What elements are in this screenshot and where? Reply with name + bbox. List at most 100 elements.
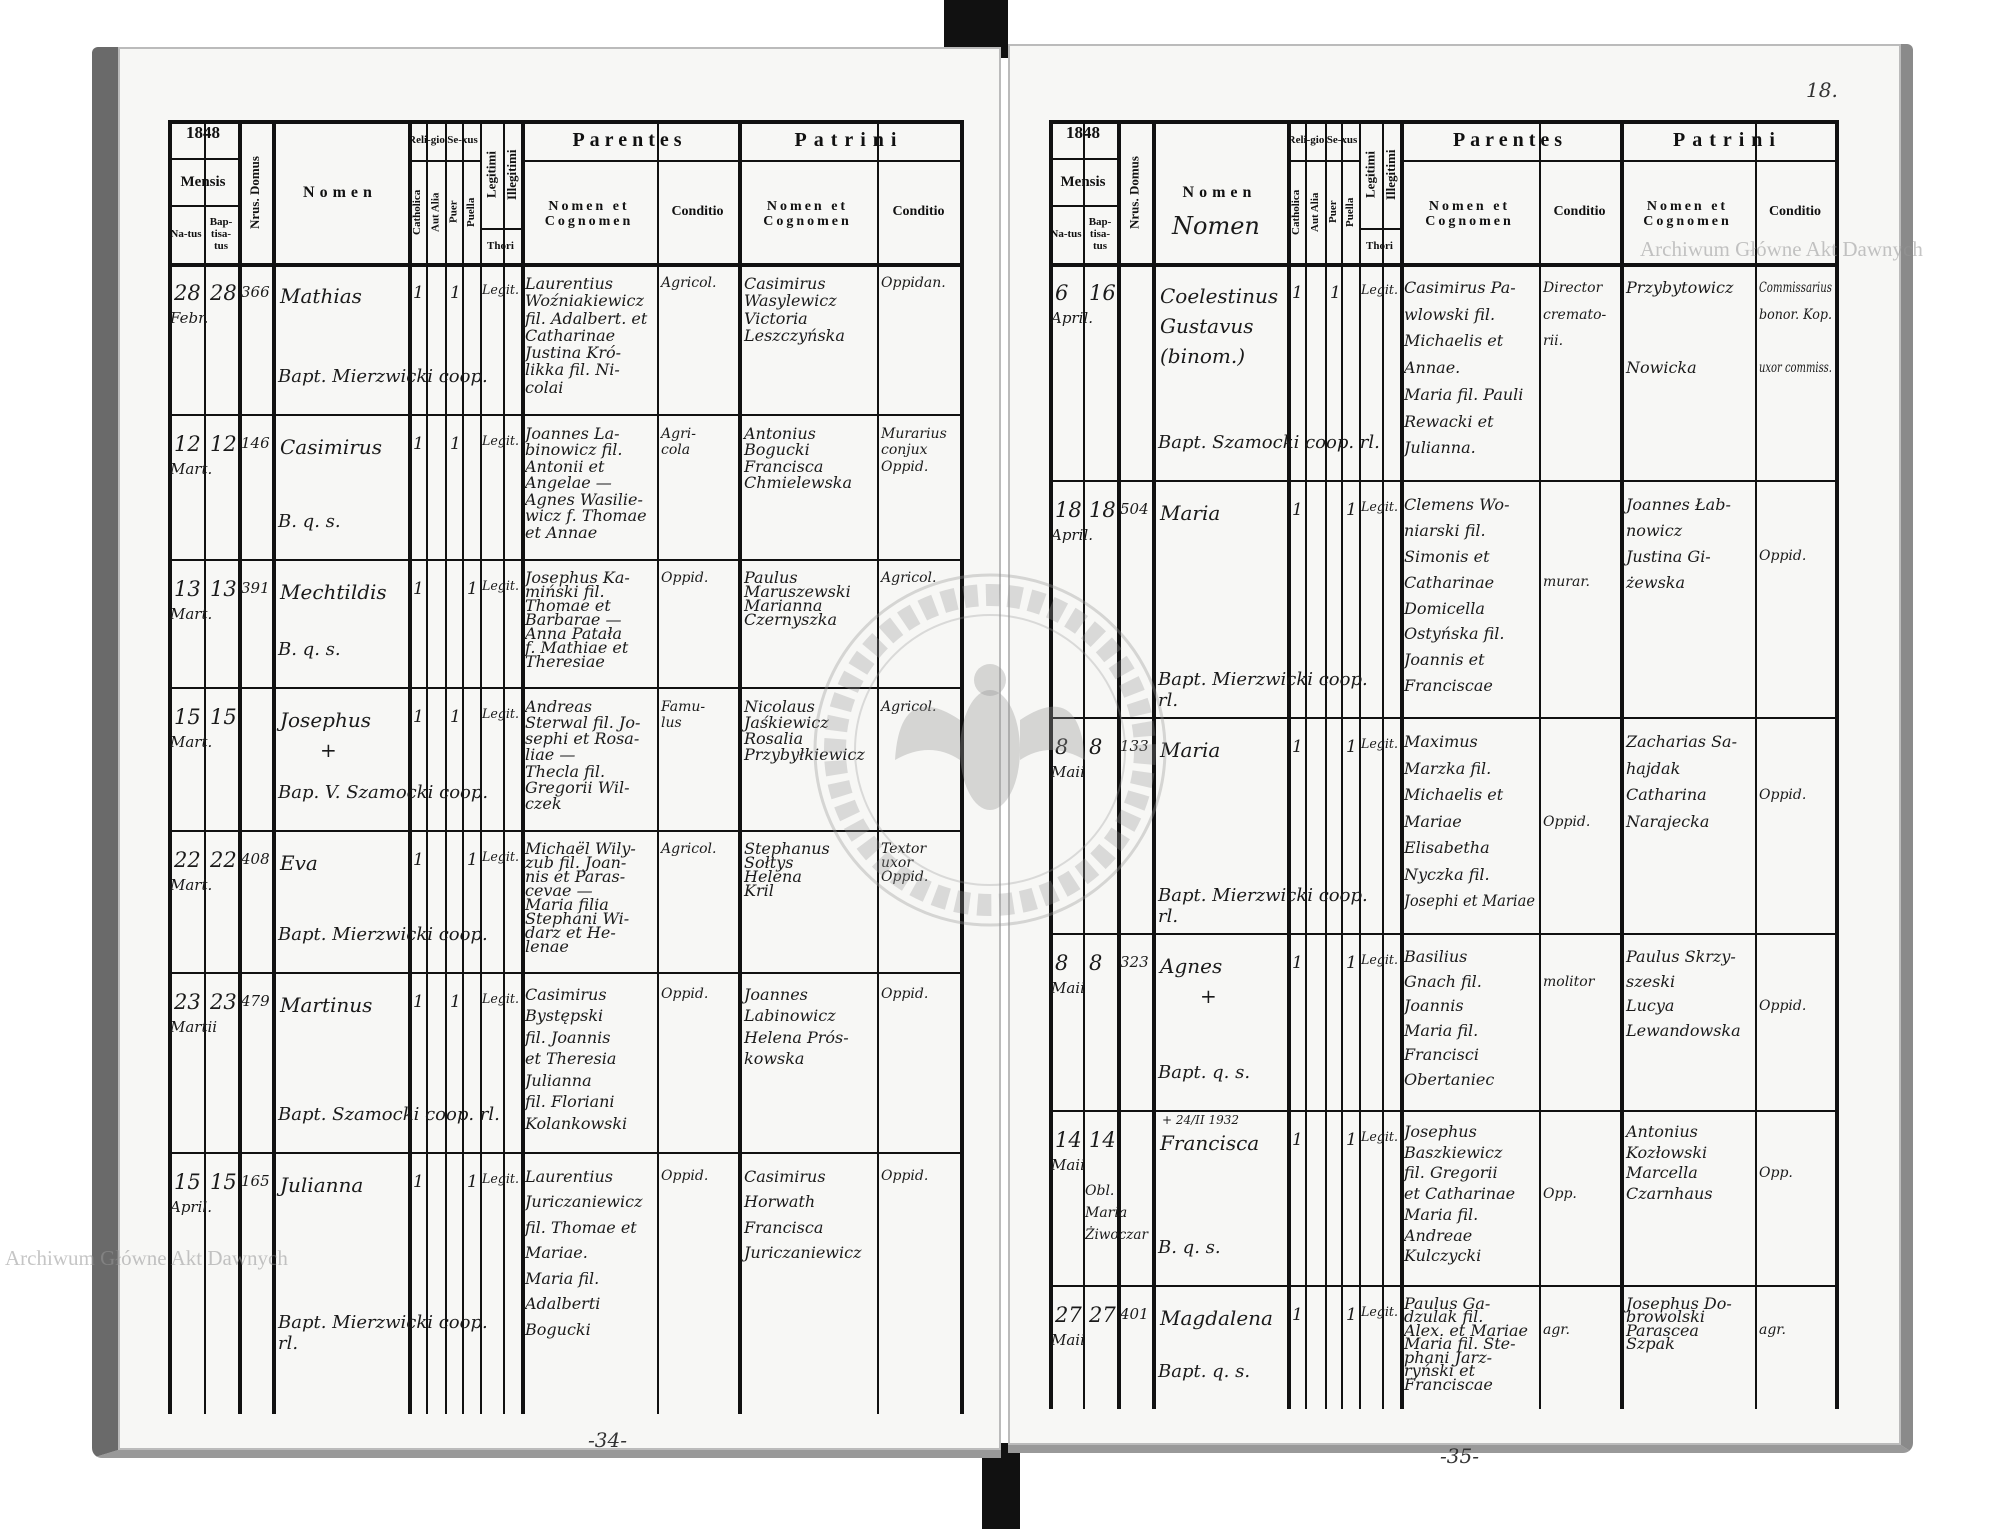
- parents-names-line: Woźniakiewicz: [525, 291, 644, 311]
- parents-conditio: Oppid.: [661, 571, 708, 585]
- parents-names: Casimirus Pa-wlowski fil. Michaelis et Ann…: [1404, 275, 1523, 462]
- parents-conditio-line: [1543, 1297, 1570, 1310]
- godparents-names: Zacharias Sa-hajdak Catharina Narajecka: [1626, 729, 1737, 835]
- godparents-names-line: Josephus Do-: [1626, 1294, 1732, 1313]
- parents-names-line: Adalberti: [525, 1294, 601, 1314]
- parents-names-line: Kulczycki: [1404, 1246, 1482, 1266]
- parents-names-line: niarski fil.: [1404, 520, 1486, 540]
- baptizer-note: Bap. V. Szamocki coop.: [278, 782, 489, 803]
- margin-note-line: Obl.: [1085, 1183, 1115, 1199]
- header-religio: Reli-gio: [408, 133, 445, 146]
- parents-names-line: Maximus: [1404, 732, 1478, 751]
- parents-names-line: nis et Paras-: [525, 867, 626, 886]
- header-nomen: Nomen: [1182, 184, 1257, 202]
- parents-names-line: fil. Adalbert. et: [525, 308, 648, 328]
- godparents-names: Casimirus Horwath Francisca Juriczaniewicz: [744, 1164, 862, 1266]
- header-mensis: Mensis: [180, 173, 226, 190]
- parents-conditio-line: Agricol.: [661, 841, 717, 857]
- header-subrule: [168, 205, 238, 207]
- entry-natus-month: Maii: [1051, 763, 1085, 781]
- godparents-names-line: Czarnhaus: [1626, 1184, 1713, 1204]
- godparents-names-line: Justina Gi-: [1626, 546, 1711, 566]
- header-religio: Reli-gio: [1287, 133, 1325, 146]
- godparents-names-line: Casimirus: [744, 1167, 826, 1186]
- child-name-line: Eva: [280, 851, 318, 875]
- legitimacy-mark: Legit.: [1361, 953, 1398, 968]
- parents-names-line: ryński et: [1404, 1361, 1475, 1381]
- parents-names-line: Simonis et: [1404, 546, 1490, 566]
- parents-names-line: Theresiae: [525, 652, 605, 671]
- parents-names: Andreas Sterwal fil. Jo-sephi et Rosa-lia…: [525, 698, 640, 812]
- godparents-conditio: Agricol.: [881, 699, 936, 715]
- entry-baptisatus-day: 16: [1089, 281, 1116, 305]
- parents-names-line: phani Jarz-: [1404, 1347, 1493, 1367]
- header-aut-alia: Aut Alia: [1308, 192, 1321, 232]
- entry-baptisatus-day: 15: [210, 705, 237, 729]
- parents-names-line: Josephus Ka-: [525, 568, 630, 587]
- parents-conditio-line: Oppid.: [661, 1168, 709, 1184]
- parents-conditio-line: [1543, 782, 1590, 809]
- header-subrule: [1287, 160, 1359, 162]
- sex-mark: 1: [450, 434, 461, 454]
- header-subrule: [480, 228, 521, 230]
- column-rule: [408, 120, 412, 1414]
- godparents-names-line: Sołtys: [744, 853, 794, 872]
- parents-names-line: Antonii et: [525, 456, 605, 476]
- header-parentes-nomen-et-cognomen: Nomen et Cognomen: [1425, 198, 1514, 229]
- parents-conditio: Oppid.: [661, 984, 708, 1005]
- parents-names-line: Catharinae: [525, 325, 616, 345]
- entry-natus-day: 23: [174, 990, 201, 1014]
- column-rule: [1083, 120, 1085, 1409]
- godparents-names-line: Lucya: [1626, 996, 1675, 1015]
- header-puer: Puer: [1326, 200, 1339, 224]
- death-annotation: + 24/II 1932: [1162, 1113, 1240, 1127]
- archive-stamp: [813, 573, 1167, 927]
- baptizer-note: Bapt. q. s.: [1158, 1062, 1251, 1083]
- parents-names-line: Kolankowski: [525, 1113, 628, 1133]
- header-subrule: [1400, 160, 1835, 162]
- godparents-names: Casimirus Wasylewicz Victoria Leszczyńska: [744, 275, 845, 344]
- godparents-names-line: Szpak: [1626, 1334, 1675, 1354]
- entry-child-name: Josephus +: [280, 705, 371, 765]
- parents-names-line: Maria fil. Ste-: [1404, 1334, 1516, 1354]
- header-parentes: Parentes: [572, 129, 687, 151]
- godparents-names-line: Paulus: [744, 568, 798, 587]
- religion-catholica-mark: 1: [413, 434, 424, 454]
- column-rule: [1305, 120, 1307, 1409]
- column-rule: [1620, 120, 1624, 1409]
- parents-names: Michaël Wily-zub fil. Joan-nis et Paras-…: [525, 841, 636, 955]
- entry-child-name: Casimirus: [280, 432, 382, 462]
- child-name-line: Martinus: [280, 993, 373, 1017]
- godparents-conditio-line: Opp.: [1759, 1165, 1793, 1182]
- parents-conditio-line: [1543, 1163, 1577, 1184]
- godparents-conditio-line: [1759, 328, 1862, 355]
- header-baptisatus: Bap-tisa-tus: [209, 215, 233, 253]
- entry-house-number: 479: [241, 992, 270, 1010]
- parents-names-line: Laurentius: [525, 1167, 613, 1186]
- parents-names-line: binowicz fil.: [525, 440, 623, 460]
- header-puella: Puella: [464, 197, 477, 227]
- godparents-conditio: Textor uxor Oppid.: [881, 842, 928, 884]
- parents-names-line: Joannes La-: [525, 424, 620, 443]
- column-rule: [1117, 120, 1121, 1409]
- parents-names-line: Catharinae: [1404, 572, 1495, 592]
- header-subrule: [1049, 205, 1117, 207]
- parents-conditio-line: [1543, 492, 1590, 518]
- entry-child-name: Coelestinus Gustavus (binom.): [1160, 281, 1278, 371]
- baptizer-note: B. q. s.: [278, 639, 341, 660]
- godparents-names-line: browolski: [1626, 1307, 1705, 1327]
- parents-conditio-line: cola: [661, 442, 691, 459]
- parents-names-line: wlowski fil.: [1404, 304, 1496, 324]
- column-rule: [480, 120, 482, 1414]
- header-subrule: [521, 160, 960, 162]
- religion-catholica-mark: 1: [1292, 1130, 1303, 1150]
- godparents-names: Antonius Kozłowski Marcella Czarnhaus: [1626, 1122, 1713, 1205]
- parents-names: Laurentius Juriczaniewicz fil. Thomae et Ma…: [525, 1164, 643, 1342]
- godparents-conditio: Oppid.: [1759, 729, 1806, 809]
- parents-names-line: Rewacki et: [1404, 411, 1494, 431]
- godparents-conditio-line: Oppid.: [881, 869, 929, 885]
- sex-mark: 1: [1346, 1305, 1357, 1325]
- godparents-names-line: żewska: [1626, 572, 1686, 592]
- entry-baptisatus-day: 28: [210, 281, 237, 305]
- parents-names-line: Michaelis et: [1404, 331, 1504, 351]
